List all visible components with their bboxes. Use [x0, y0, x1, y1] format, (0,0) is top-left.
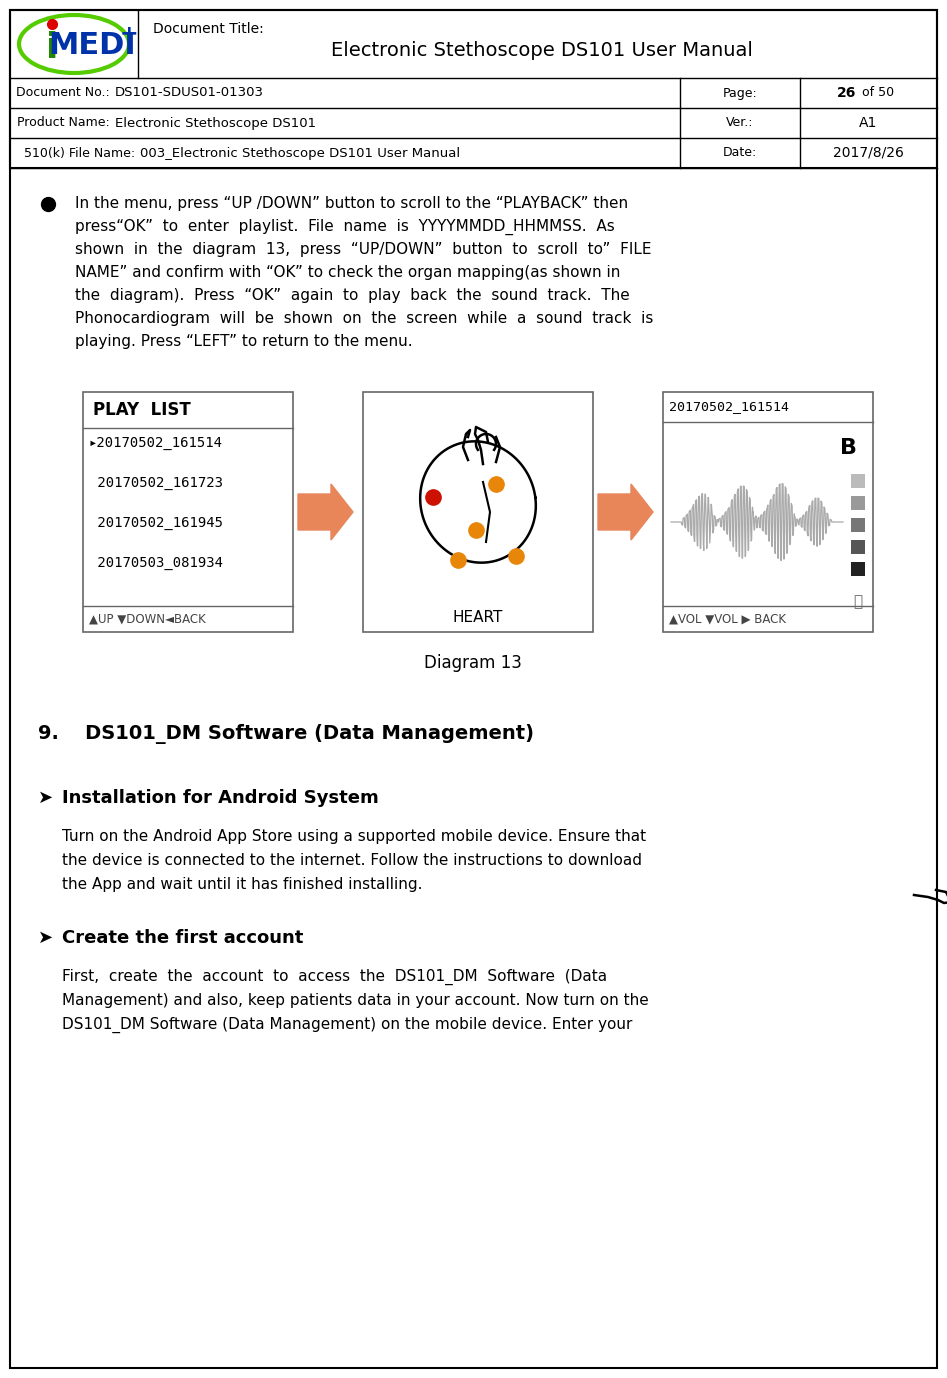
Text: B: B — [839, 438, 856, 457]
Text: Installation for Android System: Installation for Android System — [62, 790, 379, 808]
Text: In the menu, press “UP /DOWN” button to scroll to the “PLAYBACK” then: In the menu, press “UP /DOWN” button to … — [75, 196, 628, 211]
Text: Page:: Page: — [723, 87, 758, 99]
Text: ▲VOL ▼VOL ▶ BACK: ▲VOL ▼VOL ▶ BACK — [669, 612, 786, 626]
Text: Management) and also, keep patients data in your account. Now turn on the: Management) and also, keep patients data… — [62, 994, 649, 1007]
Text: MEDI: MEDI — [48, 32, 135, 61]
Text: Create the first account: Create the first account — [62, 929, 303, 947]
Text: Electronic Stethoscope DS101: Electronic Stethoscope DS101 — [115, 117, 316, 130]
Bar — [851, 562, 865, 576]
Bar — [851, 474, 865, 488]
Text: 🔈: 🔈 — [853, 594, 863, 609]
Text: shown  in  the  diagram  13,  press  “UP/DOWN”  button  to  scroll  to”  FILE: shown in the diagram 13, press “UP/DOWN”… — [75, 243, 652, 258]
Text: press“OK”  to  enter  playlist.  File  name  is  YYYYMMDD_HHMMSS.  As: press“OK” to enter playlist. File name i… — [75, 219, 615, 236]
Text: ➤: ➤ — [38, 929, 53, 947]
Text: i: i — [45, 30, 58, 65]
Text: playing. Press “LEFT” to return to the menu.: playing. Press “LEFT” to return to the m… — [75, 333, 413, 349]
FancyArrow shape — [598, 484, 653, 540]
Text: NAME” and confirm with “OK” to check the organ mapping(as shown in: NAME” and confirm with “OK” to check the… — [75, 265, 620, 280]
Text: the  diagram).  Press  “OK”  again  to  play  back  the  sound  track.  The: the diagram). Press “OK” again to play b… — [75, 288, 630, 303]
Text: ➤: ➤ — [38, 790, 53, 808]
Text: 20170502_161723: 20170502_161723 — [89, 475, 223, 491]
Text: Phonocardiogram  will  be  shown  on  the  screen  while  a  sound  track  is: Phonocardiogram will be shown on the scr… — [75, 311, 653, 327]
Text: the App and wait until it has finished installing.: the App and wait until it has finished i… — [62, 876, 422, 892]
Text: of 50: of 50 — [858, 87, 894, 99]
Text: the device is connected to the internet. Follow the instructions to download: the device is connected to the internet.… — [62, 853, 642, 868]
Text: Product Name:: Product Name: — [17, 117, 110, 130]
Text: A1: A1 — [859, 116, 877, 130]
Text: 003_Electronic Stethoscope DS101 User Manual: 003_Electronic Stethoscope DS101 User Ma… — [140, 146, 460, 160]
Text: Diagram 13: Diagram 13 — [424, 655, 522, 672]
Bar — [663, 391, 873, 633]
Text: 26: 26 — [836, 85, 856, 101]
Text: 2017/8/26: 2017/8/26 — [832, 146, 903, 160]
Bar — [851, 518, 865, 532]
Text: DS101_DM Software (Data Management) on the mobile device. Enter your: DS101_DM Software (Data Management) on t… — [62, 1017, 633, 1034]
Text: Document No.:: Document No.: — [16, 87, 110, 99]
Text: 20170502_161514: 20170502_161514 — [669, 401, 789, 413]
Bar — [83, 391, 293, 633]
Text: 9.  DS101_DM Software (Data Management): 9. DS101_DM Software (Data Management) — [38, 723, 534, 744]
FancyArrow shape — [298, 484, 353, 540]
Text: 510(k) File Name:: 510(k) File Name: — [24, 146, 135, 160]
Text: Turn on the Android App Store using a supported mobile device. Ensure that: Turn on the Android App Store using a su… — [62, 830, 646, 843]
Text: HEART: HEART — [453, 610, 503, 626]
Text: 20170503_081934: 20170503_081934 — [89, 555, 223, 570]
Text: Ver.:: Ver.: — [726, 117, 754, 130]
Text: First,  create  the  account  to  access  the  DS101_DM  Software  (Data: First, create the account to access the … — [62, 969, 607, 985]
Text: DS101-SDUS01-01303: DS101-SDUS01-01303 — [115, 87, 264, 99]
Text: Date:: Date: — [723, 146, 757, 160]
Bar — [851, 496, 865, 510]
Text: ▸20170502_161514: ▸20170502_161514 — [89, 435, 223, 451]
Bar — [363, 391, 593, 633]
Text: Document Title:: Document Title: — [153, 22, 264, 36]
Text: Electronic Stethoscope DS101 User Manual: Electronic Stethoscope DS101 User Manual — [331, 40, 753, 59]
Bar — [10, 10, 937, 168]
Text: ▲UP ▼DOWN◄BACK: ▲UP ▼DOWN◄BACK — [89, 612, 205, 626]
Text: 20170502_161945: 20170502_161945 — [89, 515, 223, 531]
Text: +: + — [119, 23, 138, 44]
Text: PLAY  LIST: PLAY LIST — [93, 401, 190, 419]
Bar — [851, 540, 865, 554]
